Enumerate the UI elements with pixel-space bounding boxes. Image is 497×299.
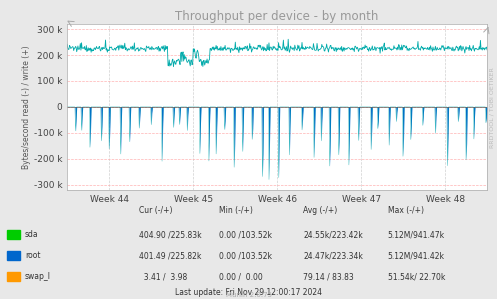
Text: 79.14 / 83.83: 79.14 / 83.83 bbox=[303, 272, 354, 281]
Text: 51.54k/ 22.70k: 51.54k/ 22.70k bbox=[388, 272, 445, 281]
Text: sda: sda bbox=[25, 230, 38, 239]
Text: Last update: Fri Nov 29 12:00:17 2024: Last update: Fri Nov 29 12:00:17 2024 bbox=[175, 288, 322, 297]
Text: 0.00 /103.52k: 0.00 /103.52k bbox=[219, 230, 272, 239]
Text: 0.00 /103.52k: 0.00 /103.52k bbox=[219, 251, 272, 260]
Title: Throughput per device - by month: Throughput per device - by month bbox=[175, 10, 379, 23]
Text: 24.47k/223.34k: 24.47k/223.34k bbox=[303, 251, 363, 260]
Text: 0.00 /  0.00: 0.00 / 0.00 bbox=[219, 272, 262, 281]
Text: 401.49 /225.82k: 401.49 /225.82k bbox=[139, 251, 202, 260]
Text: Munin 2.0.75: Munin 2.0.75 bbox=[226, 292, 271, 298]
Text: 24.55k/223.42k: 24.55k/223.42k bbox=[303, 230, 363, 239]
Text: 5.12M/941.42k: 5.12M/941.42k bbox=[388, 251, 445, 260]
Text: RRDTOOL / TOBI OETIKER: RRDTOOL / TOBI OETIKER bbox=[490, 67, 495, 148]
Text: Min (-/+): Min (-/+) bbox=[219, 206, 252, 215]
Text: 404.90 /225.83k: 404.90 /225.83k bbox=[139, 230, 202, 239]
Text: Avg (-/+): Avg (-/+) bbox=[303, 206, 337, 215]
Y-axis label: Bytes/second read (-) / write (+): Bytes/second read (-) / write (+) bbox=[22, 45, 31, 169]
Text: 5.12M/941.47k: 5.12M/941.47k bbox=[388, 230, 445, 239]
Text: Cur (-/+): Cur (-/+) bbox=[139, 206, 172, 215]
Text: 3.41 /  3.98: 3.41 / 3.98 bbox=[139, 272, 187, 281]
Text: Max (-/+): Max (-/+) bbox=[388, 206, 423, 215]
Text: swap_l: swap_l bbox=[25, 272, 51, 281]
Text: root: root bbox=[25, 251, 40, 260]
